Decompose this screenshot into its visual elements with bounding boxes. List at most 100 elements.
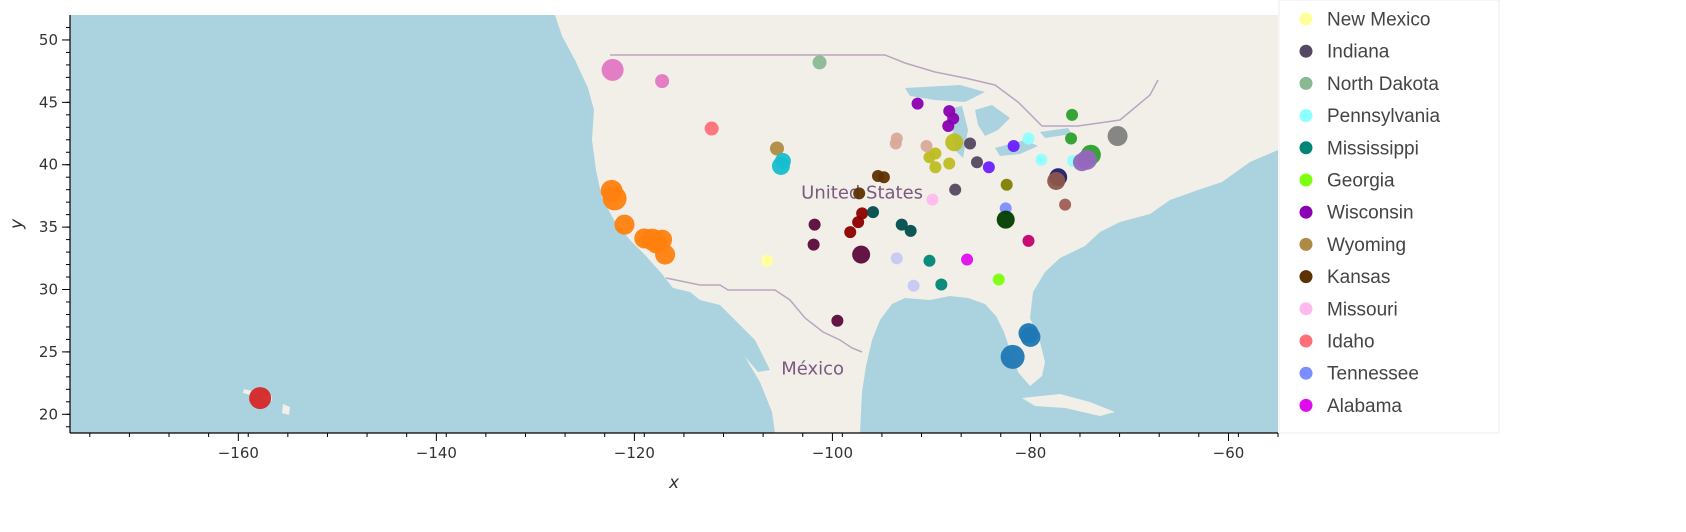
- legend-marker: [1299, 270, 1313, 284]
- x-tick-label: −60: [1213, 444, 1245, 462]
- data-point: [923, 254, 936, 267]
- data-point: [844, 226, 857, 239]
- data-point: [949, 183, 962, 196]
- legend-label: Tennessee: [1327, 364, 1419, 385]
- us-mexico-border: [665, 277, 863, 353]
- x-tick-label: −120: [614, 444, 655, 462]
- data-point: [890, 252, 903, 265]
- axes: [69, 15, 1278, 434]
- legend-label: Pennsylvania: [1327, 106, 1440, 127]
- y-axis-ticks: 20 25 30 35 40 45 50: [39, 26, 70, 428]
- data-point: [1066, 108, 1079, 121]
- basemap: United States México: [70, 15, 1278, 433]
- legend-label: Indiana: [1327, 42, 1390, 63]
- legend-label: New Mexico: [1327, 10, 1430, 31]
- y-axis-title: y: [7, 218, 27, 230]
- data-point: [929, 161, 942, 174]
- data-point: [923, 151, 936, 164]
- cuba-island: [1022, 394, 1115, 416]
- data-point: [1007, 140, 1020, 153]
- legend: New Mexico Indiana North Dakota Pennsylvani…: [1278, 0, 1500, 434]
- legend-item[interactable]: Tennessee: [1299, 364, 1419, 385]
- legend-marker: [1299, 173, 1313, 187]
- data-point: [1022, 132, 1035, 145]
- data-point: [852, 245, 871, 264]
- legend-item[interactable]: Wisconsin: [1299, 203, 1414, 224]
- x-tick-label: −140: [416, 444, 457, 462]
- legend-marker: [1299, 205, 1313, 219]
- legend-marker: [1299, 44, 1313, 58]
- legend-label: Wisconsin: [1327, 203, 1414, 224]
- us-canada-border: [610, 54, 1159, 127]
- legend-label: Alabama: [1327, 396, 1402, 417]
- data-point: [1022, 234, 1035, 247]
- data-point: [602, 186, 627, 211]
- data-point: [945, 133, 964, 152]
- legend-item[interactable]: Idaho: [1299, 332, 1375, 353]
- data-point: [808, 218, 821, 231]
- legend-item[interactable]: Kansas: [1299, 267, 1391, 288]
- gulf-of-california: [700, 300, 770, 372]
- legend-item[interactable]: New Mexico: [1299, 10, 1431, 31]
- data-point: [935, 278, 948, 291]
- legend-marker: [1299, 302, 1313, 316]
- y-tick-label: 25: [39, 343, 58, 361]
- data-point: [1072, 153, 1091, 172]
- legend-item[interactable]: Mississippi: [1299, 138, 1419, 159]
- data-point: [877, 171, 890, 184]
- y-tick-label: 45: [39, 93, 58, 111]
- data-point: [601, 58, 624, 81]
- data-point: [970, 156, 983, 169]
- data-point: [907, 279, 920, 292]
- data-point: [655, 244, 676, 265]
- data-point: [812, 55, 827, 70]
- data-point: [911, 97, 924, 110]
- legend-label: North Dakota: [1327, 74, 1439, 95]
- data-point: [1047, 171, 1066, 190]
- data-point: [1000, 178, 1013, 191]
- data-points: [249, 55, 1128, 410]
- legend-item[interactable]: Georgia: [1299, 171, 1396, 192]
- data-point: [904, 224, 917, 237]
- data-point: [943, 157, 956, 170]
- data-point: [652, 229, 673, 250]
- data-point: [961, 253, 974, 266]
- data-point: [1065, 132, 1078, 145]
- y-tick-label: 30: [39, 281, 58, 299]
- data-point: [964, 137, 977, 150]
- data-point: [761, 254, 774, 267]
- data-point: [771, 156, 790, 175]
- data-point: [996, 210, 1015, 229]
- data-point: [853, 187, 866, 200]
- y-tick-label: 40: [39, 156, 58, 174]
- legend-label: Wyoming: [1327, 235, 1406, 256]
- legend-marker: [1299, 109, 1313, 123]
- data-point: [895, 218, 908, 231]
- legend-marker: [1299, 141, 1313, 155]
- data-point: [982, 161, 995, 174]
- data-point: [992, 273, 1005, 286]
- legend-item[interactable]: Indiana: [1299, 42, 1390, 63]
- data-point: [614, 214, 635, 235]
- data-point: [1059, 198, 1072, 211]
- legend-marker: [1299, 76, 1313, 90]
- data-point: [1020, 326, 1041, 347]
- legend-items: New Mexico Indiana North Dakota Pennsylvani…: [1299, 10, 1441, 417]
- legend-item[interactable]: North Dakota: [1299, 74, 1440, 95]
- legend-item[interactable]: Missouri: [1299, 299, 1398, 320]
- great-lakes: [905, 85, 1072, 158]
- legend-item[interactable]: Wyoming: [1299, 235, 1407, 256]
- y-tick-label: 50: [39, 31, 58, 49]
- x-axis-ticks: −160 −140 −120 −100 −80 −60: [89, 433, 1279, 462]
- x-tick-label: −80: [1015, 444, 1047, 462]
- legend-box: [1278, 0, 1500, 434]
- data-point: [942, 120, 955, 133]
- legend-item[interactable]: Pennsylvania: [1299, 106, 1441, 127]
- legend-marker: [1299, 366, 1313, 380]
- data-point: [920, 140, 933, 153]
- legend-label: Idaho: [1327, 332, 1375, 353]
- x-axis-title: x: [668, 473, 680, 493]
- data-point: [890, 132, 903, 145]
- legend-item[interactable]: Alabama: [1299, 396, 1403, 417]
